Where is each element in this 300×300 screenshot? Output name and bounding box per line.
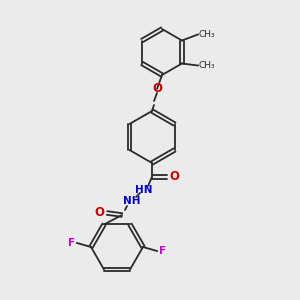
Text: CH₃: CH₃	[199, 30, 215, 39]
Text: O: O	[169, 170, 179, 184]
Text: O: O	[94, 206, 104, 220]
Text: F: F	[159, 246, 166, 256]
Text: CH₃: CH₃	[199, 61, 215, 70]
Text: F: F	[68, 238, 75, 248]
Text: HN: HN	[135, 185, 153, 195]
Text: O: O	[152, 82, 162, 95]
Text: NH: NH	[123, 196, 141, 206]
